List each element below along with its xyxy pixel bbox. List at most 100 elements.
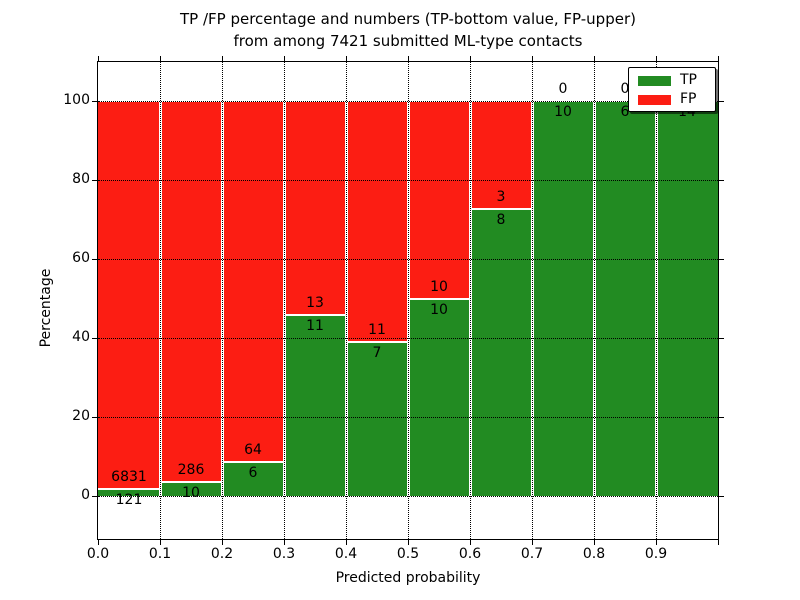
chart-title-line2: from among 7421 submitted ML-type contac… bbox=[233, 32, 583, 50]
tp-count-label: 6 bbox=[620, 104, 630, 121]
legend-label-fp: FP bbox=[680, 91, 697, 107]
bar-fp-segment bbox=[160, 101, 222, 483]
chart-title: TP /FP percentage and numbers (TP-bottom… bbox=[98, 8, 718, 52]
y-tick-label: 20 bbox=[72, 407, 90, 424]
tp-count-label: 10 bbox=[182, 485, 200, 502]
tp-count-label: 8 bbox=[496, 211, 506, 228]
legend-item-fp: FP bbox=[629, 90, 715, 109]
y-tick-label: 80 bbox=[72, 171, 90, 188]
v-gridline bbox=[594, 62, 595, 539]
bar-fp-segment bbox=[222, 101, 284, 462]
y-tick-right bbox=[719, 416, 724, 418]
v-gridline bbox=[532, 62, 533, 539]
v-gridline bbox=[470, 62, 471, 539]
x-tick-top bbox=[470, 56, 471, 61]
y-tick-right bbox=[719, 180, 724, 182]
x-tick-label: 0.0 bbox=[86, 546, 110, 562]
bar-fp-segment bbox=[470, 101, 532, 209]
x-tick bbox=[160, 540, 161, 545]
x-tick bbox=[470, 540, 471, 545]
x-tick-top bbox=[408, 56, 409, 61]
fp-count-label: 6831 bbox=[111, 468, 147, 485]
x-axis-label: Predicted probability bbox=[335, 570, 481, 586]
bar-tp-segment bbox=[532, 101, 594, 496]
y-tick-right bbox=[719, 337, 724, 339]
x-tick-label: 0.7 bbox=[520, 546, 544, 562]
x-tick bbox=[222, 540, 223, 545]
fp-count-label: 13 bbox=[306, 294, 324, 311]
tp-count-label: 10 bbox=[554, 104, 572, 121]
bar-boundary-edge bbox=[98, 487, 160, 490]
v-gridline bbox=[160, 62, 161, 539]
y-tick bbox=[92, 495, 97, 497]
y-tick-label: 60 bbox=[72, 250, 90, 267]
v-gridline bbox=[222, 62, 223, 539]
bar-fp-segment bbox=[98, 101, 160, 489]
bar-fp-segment bbox=[284, 101, 346, 315]
y-tick bbox=[92, 337, 97, 339]
x-tick-top bbox=[532, 56, 533, 61]
bar-boundary-edge bbox=[408, 297, 470, 300]
bar-tp-segment bbox=[346, 342, 408, 496]
x-tick bbox=[594, 540, 595, 545]
x-tick bbox=[532, 540, 533, 545]
bar-tp-segment bbox=[408, 298, 470, 496]
bar-boundary-edge bbox=[222, 460, 284, 463]
bar-tp-segment bbox=[222, 461, 284, 496]
v-gridline bbox=[346, 62, 347, 539]
bar-boundary-edge bbox=[160, 481, 222, 484]
y-tick bbox=[92, 416, 97, 418]
y-tick bbox=[92, 180, 97, 182]
fp-count-label: 0 bbox=[620, 81, 630, 98]
fp-swatch-icon bbox=[638, 94, 671, 105]
y-tick-label: 40 bbox=[72, 328, 90, 345]
fp-count-label: 0 bbox=[558, 81, 568, 98]
y-tick-right bbox=[719, 259, 724, 261]
bar-fp-segment bbox=[346, 101, 408, 343]
x-tick-label: 0.6 bbox=[458, 546, 482, 562]
fp-count-label: 286 bbox=[177, 462, 205, 479]
x-tick bbox=[284, 540, 285, 545]
tp-count-label: 121 bbox=[115, 491, 143, 508]
bar-tp-segment bbox=[98, 488, 160, 496]
x-tick-label: 0.1 bbox=[148, 546, 172, 562]
bar-tp-segment bbox=[284, 314, 346, 496]
v-gridline bbox=[656, 62, 657, 539]
x-tick-label: 0.2 bbox=[210, 546, 234, 562]
x-tick-top bbox=[718, 56, 719, 61]
x-tick bbox=[718, 540, 719, 545]
x-tick-top bbox=[594, 56, 595, 61]
y-tick-right bbox=[719, 495, 724, 497]
bar-boundary-edge bbox=[284, 313, 346, 316]
x-tick-label: 0.3 bbox=[272, 546, 296, 562]
bar-tp-segment bbox=[594, 101, 656, 496]
bar-fp-segment bbox=[408, 101, 470, 299]
fp-count-label: 3 bbox=[496, 188, 506, 205]
x-tick bbox=[346, 540, 347, 545]
legend: TP FP bbox=[628, 67, 716, 112]
fp-count-label: 10 bbox=[430, 278, 448, 295]
bar-boundary-edge bbox=[346, 341, 408, 344]
fp-count-label: 11 bbox=[368, 322, 386, 339]
tp-count-label: 11 bbox=[306, 317, 324, 334]
x-tick-top bbox=[284, 56, 285, 61]
y-tick bbox=[92, 101, 97, 103]
x-tick-top bbox=[160, 56, 161, 61]
tp-count-label: 6 bbox=[248, 464, 258, 481]
y-tick-label: 0 bbox=[81, 486, 90, 503]
x-tick-label: 0.4 bbox=[334, 546, 358, 562]
fp-count-label: 64 bbox=[244, 441, 262, 458]
tp-count-label: 7 bbox=[372, 345, 382, 362]
x-tick-top bbox=[346, 56, 347, 61]
legend-item-tp: TP bbox=[629, 71, 715, 90]
x-tick-top bbox=[222, 56, 223, 61]
bar-tp-segment bbox=[470, 208, 532, 496]
x-tick bbox=[656, 540, 657, 545]
y-axis-label: Percentage bbox=[38, 268, 54, 348]
y-tick-right bbox=[719, 101, 724, 103]
tp-swatch-icon bbox=[638, 75, 671, 86]
x-tick-top bbox=[656, 56, 657, 61]
legend-label-tp: TP bbox=[680, 72, 697, 88]
x-tick-label: 0.5 bbox=[396, 546, 420, 562]
